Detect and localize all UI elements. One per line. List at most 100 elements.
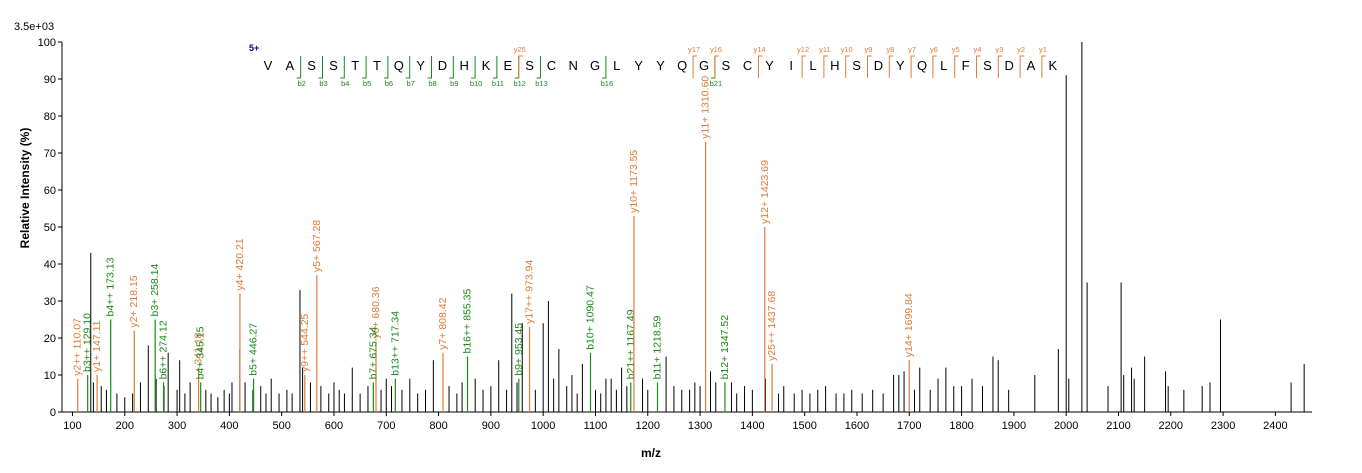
sequence-residue: Q [394, 58, 404, 73]
peak-label: y12+ 1423.69 [759, 160, 771, 224]
sequence-residue: S [525, 58, 534, 73]
x-tick-label: 400 [220, 420, 238, 432]
b-ion-tag: b3 [319, 79, 327, 88]
x-tick-label: 2200 [1159, 420, 1183, 432]
peak-label: b21++ 1167.49 [625, 309, 637, 379]
b-ion-bracket [492, 56, 498, 79]
sequence-residue: K [1048, 58, 1057, 73]
peak-label: y5+ 567.28 [311, 220, 323, 272]
x-tick-label: 1200 [636, 420, 660, 432]
y-ion-bracket [976, 55, 981, 78]
b-ion-tag: b11 [492, 79, 504, 88]
b-ion-bracket [362, 56, 367, 79]
peak-label: y11+ 1310.60 [700, 76, 712, 139]
x-tick-label: 200 [116, 420, 134, 432]
y-ion-tag: y8 [886, 45, 894, 54]
y-ion-tag: y17 [688, 45, 700, 54]
sequence-residue: Q [917, 58, 927, 73]
b-ion-bracket [383, 56, 389, 79]
peak-label: b11+ 1218.59 [651, 315, 663, 379]
y-tick-label: 50 [44, 222, 56, 234]
x-tick-label: 100 [63, 420, 81, 432]
sequence-residue: L [613, 58, 620, 73]
b-ion-bracket [710, 56, 716, 79]
b-ion-bracket [318, 56, 323, 79]
peak-label: b6++ 274.12 [158, 320, 170, 379]
y-ion-tag: y2 [1017, 45, 1025, 54]
sequence-residue: L [940, 58, 947, 73]
x-tick-label: 700 [377, 420, 395, 432]
peak-label: y9++ 544.25 [299, 313, 311, 372]
y-tick-label: 0 [50, 407, 56, 419]
y-tick-label: 40 [44, 259, 56, 271]
y-ion-bracket [888, 55, 894, 78]
y-ion-tag: y9 [865, 45, 873, 54]
peak-label: b3++ 129.10 [82, 313, 94, 372]
b-ion-bracket [427, 56, 432, 79]
peak-label: y25++ 1437.68 [766, 291, 778, 361]
peak-label: y10+ 1173.55 [628, 150, 640, 213]
x-tick-label: 2000 [1054, 420, 1078, 432]
x-tick-label: 1800 [949, 420, 973, 432]
sequence-residue: D [438, 58, 447, 73]
peak-label: b9+ 953.45 [513, 323, 525, 376]
peak-label: y7+ 808.42 [437, 297, 449, 349]
b-ion-bracket [536, 56, 541, 79]
peak-label: b4++ 173.13 [105, 257, 117, 316]
sequence-residue: I [789, 58, 793, 73]
y-ion-tag: y16 [710, 45, 722, 54]
y-ion-bracket [801, 55, 807, 78]
peak-label: y1+ 147.11 [91, 320, 103, 372]
sequence-residue: Y [656, 58, 665, 73]
peak-label: y2+ 218.15 [128, 275, 140, 327]
b-ion-tag: b4 [341, 79, 349, 88]
b-ion-tag: b6 [385, 79, 393, 88]
b-ion-bracket [449, 56, 454, 79]
y-ion-bracket [1019, 55, 1025, 78]
sequence-residue: A [1027, 58, 1036, 73]
sequence-residue: F [962, 58, 970, 73]
sequence-residue: E [503, 58, 512, 73]
sequence-residue: D [1005, 58, 1014, 73]
peak-label: y2++ 110.07 [72, 318, 84, 376]
y-ion-tag: y14 [753, 45, 765, 54]
y-ion-bracket [997, 55, 1003, 78]
y-tick-label: 30 [44, 296, 56, 308]
b-ion-bracket [601, 56, 607, 79]
x-tick-label: 2100 [1106, 420, 1130, 432]
x-tick-label: 1700 [897, 420, 921, 432]
sequence-residue: S [852, 58, 861, 73]
peak-label: b4+ 345.15 [195, 326, 207, 379]
peak-label: b10+ 1090.47 [584, 285, 596, 350]
sequence-residue: H [460, 58, 469, 73]
y-ion-tag: y25 [514, 45, 526, 54]
y-ion-bracket [845, 55, 850, 78]
y-tick-label: 80 [44, 111, 56, 123]
b-ion-tag: b10 [470, 79, 483, 88]
y-tick-label: 70 [44, 148, 56, 160]
b-ion-tag: b9 [450, 79, 458, 88]
sequence-residue: Y [416, 58, 425, 73]
sequence-residue: S [983, 58, 992, 73]
x-tick-label: 600 [325, 420, 343, 432]
sequence-residue: Y [896, 58, 905, 73]
sequence-residue: G [590, 58, 600, 73]
peak-label: b7+ 675.34 [367, 326, 379, 379]
y-ion-bracket [1041, 55, 1046, 78]
x-tick-label: 1400 [740, 420, 764, 432]
y-ion-tag: y7 [908, 45, 916, 54]
sequence-residue: S [721, 58, 730, 73]
y-ion-tag: y6 [930, 45, 938, 54]
y-ion-bracket [823, 55, 828, 78]
y-ion-bracket [692, 55, 698, 78]
x-tick-label: 300 [168, 420, 186, 432]
sequence-residue: D [874, 58, 883, 73]
x-tick-label: 1900 [1002, 420, 1026, 432]
y-ion-tag: y4 [974, 45, 982, 54]
b-ion-bracket [340, 56, 345, 79]
b-ion-tag: b12 [513, 79, 526, 88]
b-ion-tag: b2 [298, 79, 306, 88]
sequence-residue: V [264, 58, 273, 73]
y-ion-bracket [518, 55, 523, 78]
sequence-residue: Q [677, 58, 687, 73]
